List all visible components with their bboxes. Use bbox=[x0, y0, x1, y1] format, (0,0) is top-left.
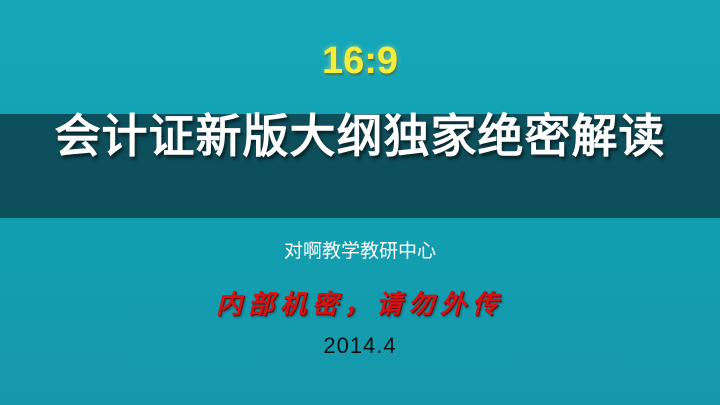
aspect-ratio-label: 16:9 bbox=[321, 40, 399, 82]
slide-subtitle: 对啊教学教研中心 bbox=[283, 240, 436, 262]
title-band bbox=[0, 114, 720, 218]
slide-title: 会计证新版大纲独家绝密解读 bbox=[54, 109, 666, 163]
slide-date: 2014.4 bbox=[323, 333, 397, 358]
confidential-note: 内部机密，请勿外传 bbox=[215, 290, 504, 320]
